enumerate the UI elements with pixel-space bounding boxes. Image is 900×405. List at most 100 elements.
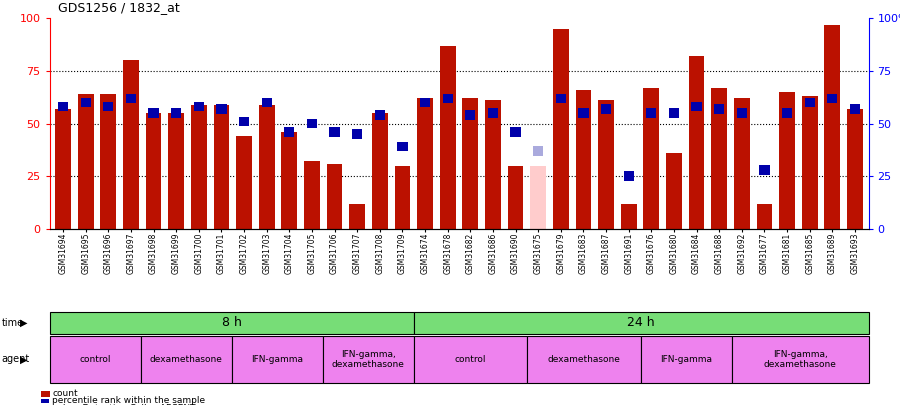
Text: percentile rank within the sample: percentile rank within the sample [52, 396, 205, 405]
Bar [553, 29, 569, 229]
Bar [533, 146, 544, 156]
Bar [329, 127, 339, 137]
Bar [374, 111, 385, 120]
Bar [101, 94, 116, 229]
Bar [307, 119, 317, 128]
Bar [757, 204, 772, 229]
Bar [850, 104, 860, 113]
Bar [123, 60, 139, 229]
Bar [779, 92, 795, 229]
Text: dexamethasone: dexamethasone [149, 355, 222, 364]
Bar [463, 98, 478, 229]
Bar [624, 171, 634, 181]
Bar [148, 108, 158, 118]
Bar [349, 204, 365, 229]
Bar [140, 336, 231, 383]
Bar [510, 127, 521, 137]
Bar [465, 111, 475, 120]
Text: 24 h: 24 h [627, 316, 655, 330]
Bar [847, 109, 863, 229]
Bar [194, 102, 204, 111]
Bar [50, 336, 140, 383]
Bar [168, 113, 184, 229]
Bar [641, 336, 732, 383]
Bar [239, 117, 249, 126]
Bar [352, 129, 363, 139]
Text: IFN-gamma: IFN-gamma [661, 355, 713, 364]
Bar [737, 108, 747, 118]
Bar [262, 98, 272, 107]
Bar [646, 108, 656, 118]
Bar [621, 204, 636, 229]
Text: 8 h: 8 h [221, 316, 241, 330]
Bar [802, 96, 817, 229]
Text: IFN-gamma,
dexamethasone: IFN-gamma, dexamethasone [764, 350, 837, 369]
Bar [601, 104, 611, 113]
Text: GDS1256 / 1832_at: GDS1256 / 1832_at [58, 1, 180, 14]
Bar [146, 113, 161, 229]
Bar [236, 136, 252, 229]
Bar [413, 312, 868, 334]
Bar [413, 336, 527, 383]
Bar [555, 94, 566, 103]
Bar [579, 108, 589, 118]
Bar [417, 98, 433, 229]
Bar [58, 102, 68, 111]
Bar [394, 166, 410, 229]
Text: value, Detection Call = ABSENT: value, Detection Call = ABSENT [52, 404, 195, 405]
Bar [824, 25, 841, 229]
Text: dexamethasone: dexamethasone [548, 355, 621, 364]
Bar [805, 98, 814, 107]
Bar [259, 104, 274, 229]
Bar [322, 336, 413, 383]
Text: count: count [52, 389, 77, 398]
Bar [598, 100, 614, 229]
Bar [734, 98, 750, 229]
Bar [420, 98, 430, 107]
Bar [782, 108, 792, 118]
Bar [397, 142, 408, 151]
Bar [126, 94, 136, 103]
Bar [372, 113, 388, 229]
Bar [231, 336, 322, 383]
Bar [216, 104, 227, 113]
Text: time: time [2, 318, 24, 328]
Bar [714, 104, 724, 113]
Bar [77, 94, 94, 229]
Bar [440, 46, 455, 229]
Bar [527, 336, 641, 383]
Bar [55, 109, 71, 229]
Bar [644, 88, 659, 229]
Bar [50, 312, 413, 334]
Bar [81, 98, 91, 107]
Bar [669, 108, 679, 118]
Bar [213, 104, 230, 229]
Bar [282, 132, 297, 229]
Text: ▶: ▶ [20, 354, 27, 364]
Bar [827, 94, 837, 103]
Bar [575, 90, 591, 229]
Text: IFN-gamma,
dexamethasone: IFN-gamma, dexamethasone [331, 350, 404, 369]
Bar [760, 165, 770, 175]
Bar [530, 166, 546, 229]
Bar [304, 162, 320, 229]
Bar [711, 88, 727, 229]
Bar [191, 104, 207, 229]
Bar [443, 94, 453, 103]
Bar [691, 102, 702, 111]
Bar [171, 108, 181, 118]
Text: IFN-gamma: IFN-gamma [251, 355, 303, 364]
Bar [284, 127, 294, 137]
Text: agent: agent [2, 354, 30, 364]
Bar [732, 336, 868, 383]
Bar [327, 164, 343, 229]
Bar [508, 166, 524, 229]
Text: control: control [79, 355, 111, 364]
Text: ▶: ▶ [20, 318, 27, 328]
Bar [688, 56, 705, 229]
Bar [485, 100, 501, 229]
Text: control: control [454, 355, 486, 364]
Bar [666, 153, 682, 229]
Bar [104, 102, 113, 111]
Bar [488, 108, 498, 118]
